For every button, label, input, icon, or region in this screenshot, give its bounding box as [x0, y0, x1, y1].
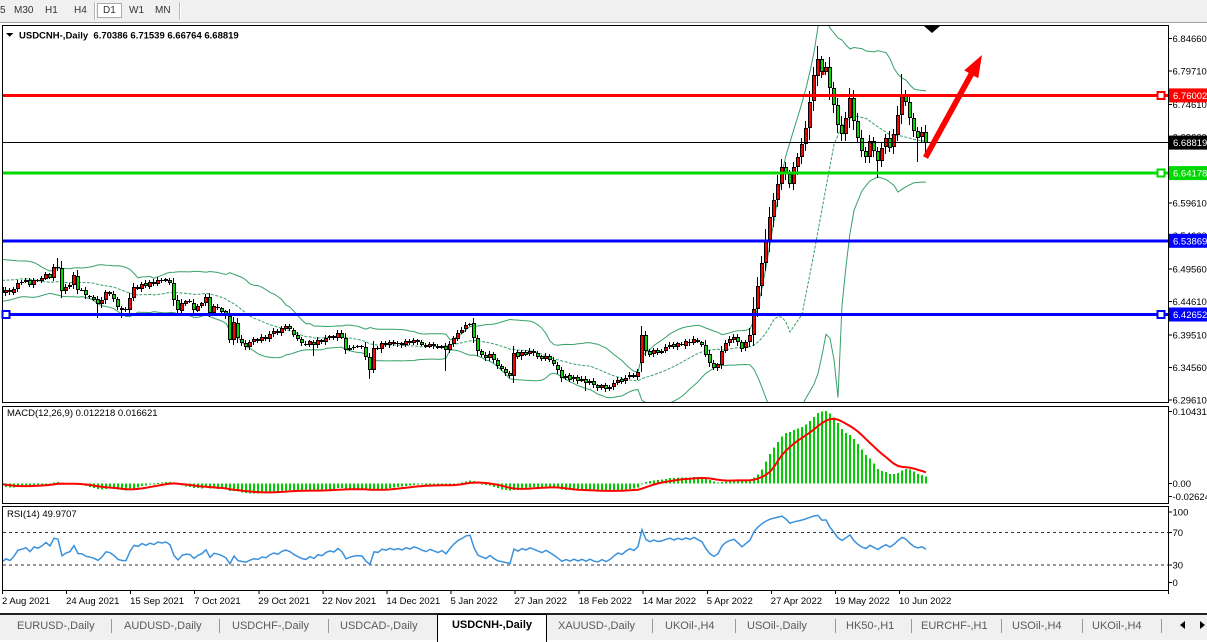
svg-text:24 Aug 2021: 24 Aug 2021 [66, 596, 119, 607]
svg-text:6.84660: 6.84660 [1173, 34, 1207, 45]
svg-text:RSI(14) 49.9707: RSI(14) 49.9707 [7, 509, 77, 520]
svg-text:6.59610: 6.59610 [1173, 199, 1207, 210]
svg-text:6.44610: 6.44610 [1173, 297, 1207, 308]
svg-text:10 Jun 2022: 10 Jun 2022 [899, 596, 951, 607]
svg-text:100: 100 [1173, 508, 1189, 519]
svg-text:18 Feb 2022: 18 Feb 2022 [579, 596, 632, 607]
svg-text:MACD(12,26,9) 0.012218 0.01662: MACD(12,26,9) 0.012218 0.016621 [7, 408, 158, 419]
svg-text:6.76002: 6.76002 [1173, 91, 1207, 102]
svg-text:30: 30 [1173, 560, 1184, 571]
svg-text:5 Apr 2022: 5 Apr 2022 [707, 596, 753, 607]
svg-text:6.42652: 6.42652 [1173, 310, 1207, 321]
svg-text:7 Oct 2021: 7 Oct 2021 [194, 596, 240, 607]
svg-text:6.29610: 6.29610 [1173, 396, 1207, 407]
svg-text:0.104313: 0.104313 [1173, 407, 1207, 418]
svg-text:0: 0 [1173, 578, 1178, 589]
svg-text:70: 70 [1173, 528, 1184, 539]
svg-text:5 Jan 2022: 5 Jan 2022 [451, 596, 498, 607]
svg-text:6.64178: 6.64178 [1173, 169, 1207, 180]
svg-text:2 Aug 2021: 2 Aug 2021 [2, 596, 50, 607]
svg-text:14 Dec 2021: 14 Dec 2021 [386, 596, 440, 607]
svg-text:6.79710: 6.79710 [1173, 67, 1207, 78]
svg-text:USDCNH-,Daily 6.70386 6.71539: USDCNH-,Daily 6.70386 6.71539 6.66764 6.… [19, 31, 239, 42]
svg-text:-0.026245: -0.026245 [1173, 492, 1207, 503]
svg-text:6.39510: 6.39510 [1173, 331, 1207, 342]
svg-text:0.00: 0.00 [1173, 479, 1192, 490]
svg-text:19 May 2022: 19 May 2022 [835, 596, 890, 607]
svg-text:6.34560: 6.34560 [1173, 363, 1207, 374]
svg-text:27 Jan 2022: 27 Jan 2022 [515, 596, 567, 607]
svg-text:27 Apr 2022: 27 Apr 2022 [771, 596, 822, 607]
svg-text:22 Nov 2021: 22 Nov 2021 [322, 596, 376, 607]
svg-text:14 Mar 2022: 14 Mar 2022 [643, 596, 696, 607]
svg-text:29 Oct 2021: 29 Oct 2021 [258, 596, 310, 607]
svg-text:6.49560: 6.49560 [1173, 265, 1207, 276]
svg-text:6.68819: 6.68819 [1173, 138, 1207, 149]
svg-text:6.53869: 6.53869 [1173, 236, 1207, 247]
svg-text:15 Sep 2021: 15 Sep 2021 [130, 596, 184, 607]
